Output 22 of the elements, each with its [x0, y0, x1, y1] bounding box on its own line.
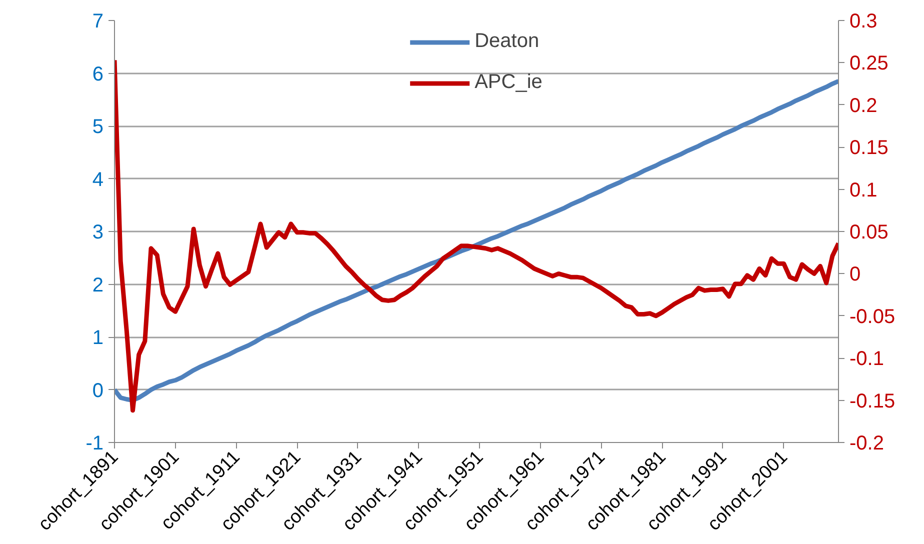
- y2-tick-label: 0.3: [850, 10, 878, 32]
- y2-tick-label: 0.2: [850, 94, 878, 117]
- y2-tick-label: -0.05: [850, 306, 896, 328]
- y-tick-label: 1: [92, 327, 104, 349]
- y-tick-label: 2: [92, 274, 104, 296]
- y-tick-label: 3: [92, 222, 104, 244]
- legend-label: APC_ie: [474, 71, 542, 94]
- y-tick-label: 7: [92, 10, 104, 32]
- y2-tick-label: 0: [850, 264, 861, 286]
- legend-label: Deaton: [474, 30, 540, 53]
- y2-tick-label: 0.25: [850, 52, 888, 75]
- y-tick-label: 5: [92, 116, 104, 138]
- y2-tick-label: 0.15: [850, 137, 888, 160]
- y2-tick-label: 0.05: [850, 222, 888, 244]
- y-tick-label: 0: [92, 380, 104, 402]
- y2-tick-label: -0.2: [850, 432, 884, 454]
- y-tick-label: -1: [86, 432, 104, 454]
- y-tick-label: 6: [92, 63, 104, 86]
- y-tick-label: 4: [92, 168, 104, 191]
- y2-tick-label: -0.15: [850, 390, 896, 412]
- y2-tick-label: 0.1: [850, 179, 878, 202]
- y2-tick-label: -0.1: [850, 348, 884, 370]
